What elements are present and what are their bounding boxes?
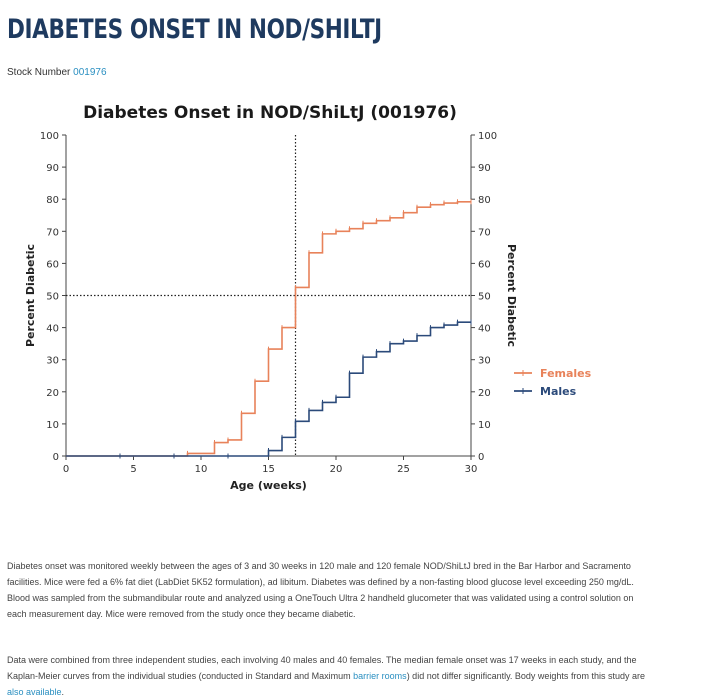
description-paragraph-2: Data were combined from three independen… (7, 652, 647, 700)
stock-label: Stock Number (7, 67, 71, 78)
x-tick-label: 5 (130, 464, 136, 475)
y-tick-label-left: 20 (46, 388, 59, 399)
stock-number-link[interactable]: 001976 (73, 67, 107, 78)
x-tick-label: 20 (330, 464, 343, 475)
y-tick-label-right: 40 (478, 324, 491, 335)
legend-label-females: Females (540, 367, 592, 380)
paragraph2-text-1: Data were combined from three independen… (7, 655, 637, 681)
reference-lines (66, 135, 471, 456)
series-line-females (66, 200, 471, 457)
chart-legend: Females Males (514, 367, 592, 398)
x-tick-label: 15 (262, 464, 275, 475)
y-tick-label-left: 10 (46, 420, 59, 431)
x-tick-label: 0 (63, 464, 69, 475)
y-tick-label-right: 100 (478, 131, 497, 142)
paragraph2-text-2: ) did not differ significantly. Body wei… (406, 671, 645, 681)
chart-series (66, 199, 472, 459)
x-axis-label: Age (weeks) (230, 479, 307, 492)
y-tick-label-left: 60 (46, 259, 59, 270)
y-tick-label-right: 90 (478, 163, 491, 174)
y-tick-label-left: 50 (46, 292, 59, 303)
barrier-rooms-link[interactable]: barrier rooms (353, 671, 407, 681)
y-tick-label-left: 0 (53, 452, 59, 463)
y-tick-label-right: 50 (478, 292, 491, 303)
y-tick-label-right: 0 (478, 452, 484, 463)
y-tick-label-left: 30 (46, 356, 59, 367)
y-tick-label-left: 40 (46, 324, 59, 335)
page-title: DIABETES ONSET IN NOD/SHILTJ (7, 14, 382, 45)
description-paragraph-1: Diabetes onset was monitored weekly betw… (7, 561, 634, 619)
y-tick-label-right: 80 (478, 195, 491, 206)
y-tick-label-left: 70 (46, 227, 59, 238)
body-weights-link[interactable]: also available (7, 687, 62, 697)
y-axis-label-right: Percent Diabetic (505, 244, 518, 347)
series-line-males (66, 321, 471, 457)
paragraph2-text-3: . (61, 687, 65, 697)
chart-title: Diabetes Onset in NOD/ShiLtJ (001976) (83, 103, 457, 123)
y-tick-label-right: 70 (478, 227, 491, 238)
y-tick-label-left: 80 (46, 195, 59, 206)
y-tick-label-right: 20 (478, 388, 491, 399)
x-tick-label: 10 (195, 464, 208, 475)
y-tick-label-right: 30 (478, 356, 491, 367)
y-axis-label-left: Percent Diabetic (24, 244, 37, 347)
y-tick-label-left: 100 (40, 131, 59, 142)
y-tick-label-right: 10 (478, 420, 491, 431)
x-tick-label: 25 (397, 464, 410, 475)
stock-line: Stock Number 001976 (7, 67, 107, 78)
legend-label-males: Males (540, 385, 577, 398)
y-tick-label-left: 90 (46, 163, 59, 174)
x-tick-label: 30 (465, 464, 478, 475)
y-tick-label-right: 60 (478, 259, 491, 270)
